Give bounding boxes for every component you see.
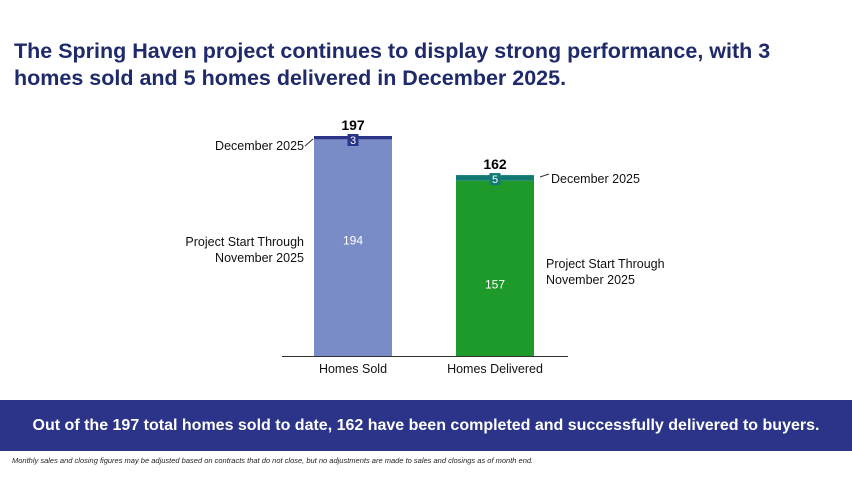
homes-delivered-category-label: Homes Delivered — [447, 362, 543, 376]
delivered-december-leader-line — [539, 173, 550, 178]
summary-banner-text: Out of the 197 total homes sold to date,… — [32, 416, 820, 434]
summary-banner: Out of the 197 total homes sold to date,… — [0, 400, 852, 451]
footnote: Monthly sales and closing figures may be… — [12, 456, 534, 465]
delivered-december-label: December 2025 — [551, 172, 640, 186]
homes-sold-base-bar — [314, 139, 392, 356]
delivered-project-start-label: Project Start Through November 2025 — [546, 256, 665, 288]
sold-project-start-label: Project Start Through November 2025 — [150, 234, 304, 266]
homes-delivered-december-value-box — [489, 173, 501, 186]
sold-december-label: December 2025 — [215, 139, 304, 153]
sold-project-start-label-line1: Project Start Through — [185, 235, 304, 249]
homes-delivered-base-bar — [456, 180, 534, 356]
page-title: The Spring Haven project continues to di… — [14, 39, 771, 90]
sold-project-start-label-line2: November 2025 — [215, 251, 304, 265]
delivered-project-start-label-line2: November 2025 — [546, 273, 635, 287]
homes-sold-december-value-box — [347, 134, 359, 146]
homes-sold-total: 197 — [341, 117, 365, 133]
sold-december-leader-line — [304, 138, 314, 147]
homes-delivered-base-value: 157 — [485, 277, 505, 291]
delivered-project-start-label-line1: Project Start Through — [546, 257, 665, 271]
homes-sold-december-value: 3 — [350, 135, 356, 147]
homes-sold-category-label: Homes Sold — [319, 362, 387, 376]
homes-sold-base-value: 194 — [343, 234, 363, 248]
homes-delivered-total: 162 — [483, 156, 507, 172]
homes-delivered-december-value: 5 — [492, 174, 498, 186]
